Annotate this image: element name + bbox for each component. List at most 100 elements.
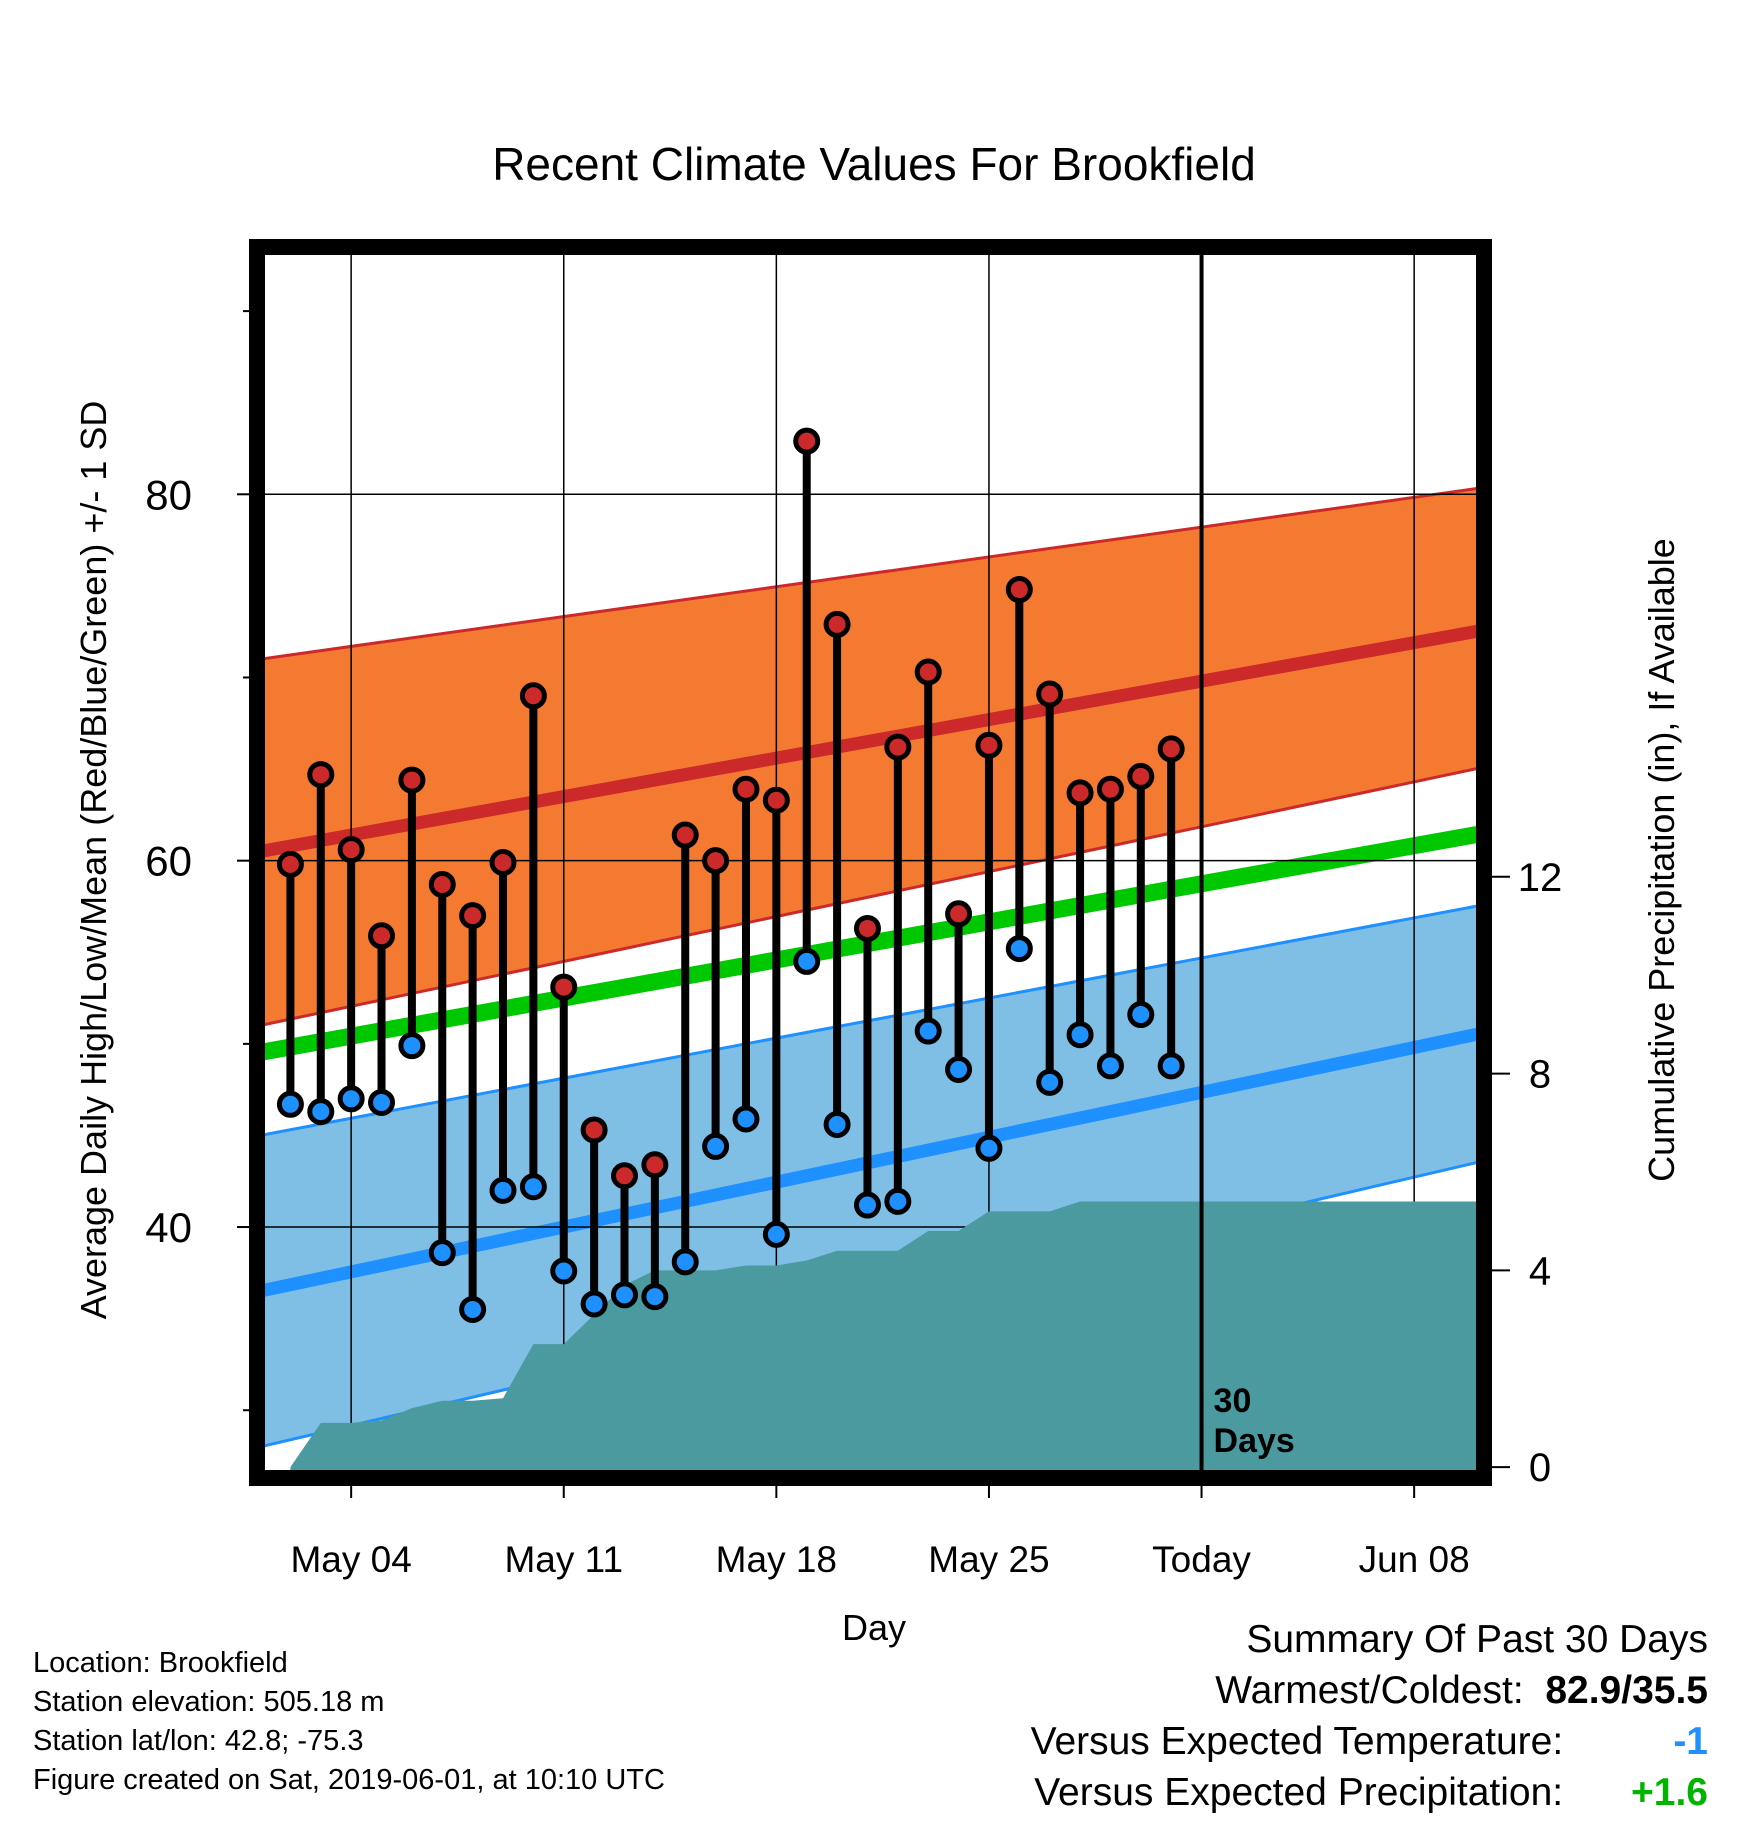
daily-high-point (641, 1151, 669, 1179)
x-tick-label: May 18 (716, 1539, 837, 1580)
daily-low-point (823, 1110, 851, 1138)
daily-high-point (1157, 735, 1185, 763)
y-right-tick-label: 4 (1529, 1249, 1551, 1293)
temp-label: Versus Expected Temperature: (1030, 1720, 1564, 1763)
precip-area (290, 1201, 1484, 1478)
y-axis-label-right: Cumulative Precipitation (in), If Availa… (1641, 538, 1682, 1182)
y-right-tick-label: 12 (1518, 856, 1563, 900)
daily-high-point (884, 733, 912, 761)
daily-low-point (307, 1098, 335, 1126)
daily-low-point (398, 1032, 426, 1060)
daily-low-point (1157, 1052, 1185, 1080)
daily-low-point (1005, 935, 1033, 963)
daily-high-point (853, 914, 881, 942)
daily-low-point (1036, 1068, 1064, 1096)
normal-high-lower-edge (257, 765, 1484, 1028)
daily-high-point (1066, 779, 1094, 807)
temp-value: -1 (1673, 1720, 1708, 1763)
daily-low-point (762, 1220, 790, 1248)
location-text: Location: Brookfield (33, 1647, 288, 1679)
x-tick-label: Jun 08 (1359, 1539, 1470, 1580)
daily-high-point (732, 775, 760, 803)
daily-high-point (459, 902, 487, 930)
y-left-tick-label: 80 (145, 471, 192, 518)
daily-low-point (945, 1055, 973, 1083)
y-axis-label-left: Average Daily High/Low/Mean (Red/Blue/Gr… (73, 401, 114, 1320)
x-axis-label: Day (842, 1607, 906, 1648)
daily-high-point (337, 836, 365, 864)
daily-high-point (428, 870, 456, 898)
today-annotation-unit: Days (1214, 1422, 1295, 1460)
daily-low-point (519, 1173, 547, 1201)
warmest-value: 82.9/35.5 (1545, 1669, 1708, 1712)
daily-low-point (1096, 1052, 1124, 1080)
daily-high-point (307, 761, 335, 789)
normal-high-upper-edge (257, 486, 1484, 662)
today-annotation-count: 30 (1214, 1382, 1252, 1420)
daily-high-point (580, 1116, 608, 1144)
daily-high-point (1127, 762, 1155, 790)
warmest-label: Warmest/Coldest: (1215, 1669, 1524, 1712)
axes: May 04 May 11 May 18 May 25 Today Jun 0840608… (145, 239, 1563, 1580)
daily-low-point (337, 1085, 365, 1113)
daily-low-point (580, 1290, 608, 1318)
daily-high-point (276, 850, 304, 878)
daily-high-point (1036, 680, 1064, 708)
daily-low-point (793, 947, 821, 975)
daily-high-point (550, 973, 578, 1001)
daily-high-point (975, 731, 1003, 759)
daily-low-point (853, 1191, 881, 1219)
y-left-tick-label: 40 (145, 1204, 192, 1251)
daily-low-point (671, 1248, 699, 1276)
daily-low-point (975, 1134, 1003, 1162)
station-info: Location: Brookfield Station elevation: … (33, 1644, 665, 1800)
x-tick-label: Today (1152, 1539, 1251, 1580)
daily-low-point (641, 1283, 669, 1311)
daily-high-point (1096, 775, 1124, 803)
daily-low-point (1127, 1001, 1155, 1029)
daily-high-point (793, 427, 821, 455)
summary-title: Summary Of Past 30 Days (1246, 1618, 1708, 1661)
created-text: Figure created on Sat, 2019-06-01, at 10… (33, 1764, 665, 1796)
plot-frame (249, 239, 1492, 1486)
y-right-tick-label: 0 (1529, 1446, 1551, 1490)
daily-low-point (914, 1017, 942, 1045)
daily-low-point (884, 1187, 912, 1215)
x-tick-label: May 25 (928, 1539, 1049, 1580)
summary-precip-row: Versus Expected Precipitation: +1.6 (1031, 1767, 1708, 1818)
daily-low-point (489, 1176, 517, 1204)
daily-high-point (489, 849, 517, 876)
daily-high-point (702, 847, 730, 875)
y-left-tick-label: 60 (145, 838, 192, 885)
y-right-tick-label: 8 (1529, 1053, 1551, 1097)
daily-high-point (398, 766, 426, 794)
daily-low-point (702, 1132, 730, 1160)
chart-title: Recent Climate Values For Brookfield (492, 138, 1256, 190)
daily-high-point (823, 610, 851, 638)
daily-low-point (610, 1281, 638, 1309)
daily-low-point (428, 1239, 456, 1267)
daily-low-point (459, 1295, 487, 1323)
daily-high-point (1005, 576, 1033, 604)
latlon-text: Station lat/lon: 42.8; -75.3 (33, 1725, 364, 1757)
summary-temp-row: Versus Expected Temperature: -1 (1031, 1716, 1708, 1767)
daily-high-point (945, 900, 973, 928)
daily-high-point (914, 658, 942, 686)
daily-high-point (671, 821, 699, 849)
daily-high-point (762, 786, 790, 814)
daily-low-point (276, 1090, 304, 1118)
daily-low-point (732, 1105, 760, 1133)
daily-high-point (368, 922, 396, 950)
summary-warmest-row: Warmest/Coldest: 82.9/35.5 (1031, 1665, 1708, 1716)
elevation-text: Station elevation: 505.18 m (33, 1686, 385, 1718)
summary-panel: Summary Of Past 30 Days Warmest/Coldest:… (1031, 1614, 1708, 1818)
x-tick-label: May 04 (290, 1539, 411, 1580)
daily-high-point (610, 1162, 638, 1190)
daily-high-point (519, 682, 547, 710)
precip-label: Versus Expected Precipitation: (1034, 1771, 1564, 1814)
x-tick-label: May 11 (504, 1539, 623, 1580)
daily-low-point (550, 1257, 578, 1285)
daily-low-point (368, 1088, 396, 1116)
